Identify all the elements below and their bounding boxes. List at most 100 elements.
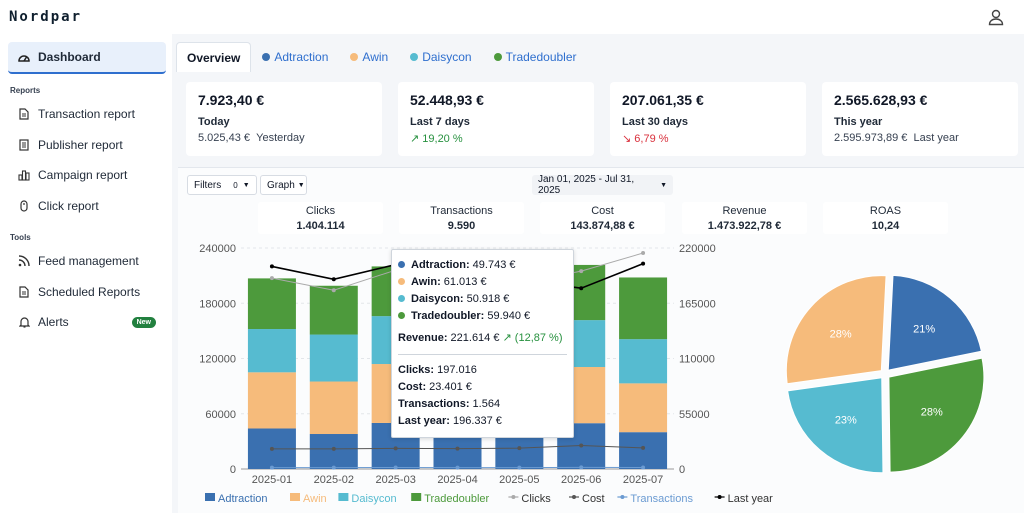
top-bar: Nordpar [0,0,1024,34]
sidebar-item-dashboard[interactable]: Dashboard [8,42,166,74]
y-left-tick-label: 60000 [205,409,236,421]
sidebar-item-click-report[interactable]: Click report [8,190,166,222]
tooltip-stat-name: Clicks: [398,363,435,376]
tab-daisycon[interactable]: Daisycon [399,42,482,72]
view-label: Graph [267,179,295,191]
kpi-value: 207.061,35 € [622,92,704,108]
kpi-value: 2.565.628,93 € [834,92,928,108]
y-right-tick-label: 0 [679,464,685,476]
tab-adtraction[interactable]: Adtraction [251,42,339,72]
pie-slice-label: 28% [830,328,852,340]
legend-point-marker [620,495,625,499]
kpi-compare-value: 2.595.973,89 € [834,132,908,144]
tooltip-stat-row: Transactions: 1.564 [398,395,567,412]
kpi-value: 52.448,93 € [410,92,484,108]
tooltip-series-value: 49.743 € [472,258,516,271]
tooltip-series-value: 50.918 € [466,292,510,305]
sidebar-item-label: Click report [38,199,99,213]
chart-tooltip: Adtraction: 49.743 € Awin: 61.013 € Daisyc… [391,249,574,438]
caret-down-icon: ▼ [660,181,667,189]
tab-awin[interactable]: Awin [339,42,399,72]
legend-label: Transactions [630,493,693,505]
tab-tradedoubler[interactable]: Tradedoubler [483,42,588,72]
kpi-card-last-7-days: 52.448,93 € Last 7 days ↗ 19,20 % [398,82,594,156]
tab-overview[interactable]: Overview [176,42,252,72]
tooltip-stat-name: Cost: [398,380,427,393]
kpi-compare-value: 5.025,43 € [198,132,250,144]
bar-segment-adtraction [619,432,668,469]
pointer-icon [18,200,30,212]
tooltip-stat-value: 1.564 [472,397,501,410]
kpi-card-today: 7.923,40 € Today 5.025,43 € Yesterday [186,82,382,156]
bar-segment-tradedoubler [619,277,668,340]
tooltip-stat-name: Transactions: [398,397,470,410]
kpi-label: Last 7 days [410,116,470,128]
kpi-label: This year [834,116,883,128]
kpi-card-this-year: 2.565.628,93 € This year 2.595.973,89 € … [822,82,1018,156]
kpi-card-last-30-days: 207.061,35 € Last 30 days ↘ 6,79 % [610,82,806,156]
date-range-label: Jan 01, 2025 - Jul 31, 2025 [538,174,635,196]
tooltip-series-name: Awin: [411,275,441,288]
sidebar-item-scheduled-reports[interactable]: Scheduled Reports [8,276,166,308]
y-left-tick-label: 180000 [199,298,236,310]
sidebar-section-tools: Tools [10,233,31,242]
line-point [455,446,460,451]
tooltip-row: Daisycon: 50.918 € [398,290,567,307]
tooltip-revenue-row: Revenue: 221.614 € ↗ (12,87 %) [398,329,567,346]
filters-label: Filters [194,179,222,191]
bar-segment-awin [309,381,358,435]
bar-segment-daisycon [247,329,296,373]
tooltip-series-name: Tradedoubler: [411,309,485,322]
sidebar-item-label: Campaign report [38,168,128,182]
legend-label: Last year [728,493,774,505]
sidebar-item-feed-management[interactable]: Feed management [8,245,166,277]
metric-title: Revenue [722,205,767,217]
x-tick-label: 2025-04 [437,474,477,486]
kpi-compare-label: Last year [913,132,959,144]
metric-title: Clicks [305,205,336,217]
legend-label: Clicks [521,493,551,505]
tooltip-series-value: 61.013 € [443,275,487,288]
legend-swatch [411,493,422,501]
status-dot [350,53,359,61]
tooltip-stat-row: Last year: 196.337 € [398,412,567,429]
metric-value: 1.473.922,78 € [707,220,782,232]
app-logo[interactable]: Nordpar [9,9,83,25]
filters-button[interactable]: Filters 0 ▼ [187,175,257,195]
line-point [579,465,584,470]
legend-label: Cost [582,493,605,505]
legend-dot [398,312,405,319]
legend-label: Adtraction [218,493,268,505]
bar-segment-adtraction [309,434,358,469]
line-point [641,445,646,450]
status-dot [410,53,419,61]
line-point [393,446,398,451]
line-point [269,276,274,281]
tooltip-row: Awin: 61.013 € [398,273,567,290]
legend-swatch [290,493,300,501]
tab-label: Daisycon [422,50,472,64]
view-select[interactable]: Graph ▼ [260,175,307,195]
tooltip-stat-row: Cost: 23.401 € [398,378,567,395]
sidebar-item-alerts[interactable]: Alerts New [8,306,166,338]
sidebar-item-publisher-report[interactable]: Publisher report [8,129,166,161]
legend-label: Daisycon [351,493,396,505]
sidebar-item-label: Dashboard [38,50,101,64]
tab-label: Awin [362,50,389,64]
metric-card-clicks: Clicks 1.404.114 [258,202,383,234]
tooltip-divider [398,354,567,355]
legend-label: Tradedoubler [424,493,489,505]
bar-segment-daisycon [309,334,358,382]
legend-dot [398,261,405,268]
caret-down-icon: ▼ [297,181,305,189]
metric-value: 1.404.114 [296,220,345,232]
user-icon[interactable] [986,8,1006,26]
date-range-picker[interactable]: Jan 01, 2025 - Jul 31, 2025 ▼ [532,174,673,196]
sidebar-item-transaction-report[interactable]: Transaction report [8,98,166,130]
legend-point-marker [572,495,576,499]
list-icon [18,139,30,151]
dashboard-icon [18,51,30,63]
line-point [517,465,522,470]
sidebar-item-campaign-report[interactable]: Campaign report [8,159,166,191]
bar-segment-tradedoubler [309,285,358,335]
